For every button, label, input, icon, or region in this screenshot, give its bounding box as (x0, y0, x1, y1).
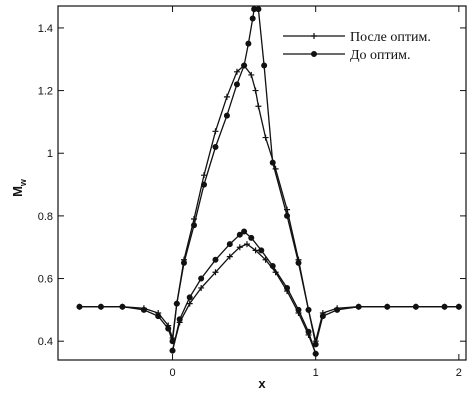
series-2-upper-point (269, 159, 276, 166)
series-2-lower-point (236, 231, 243, 238)
series-1-lower-point (186, 300, 193, 307)
series-2-lower-point (269, 263, 276, 270)
series-2-upper-point (284, 212, 291, 219)
y-axis-label: Mw (10, 178, 28, 197)
series-1-upper-point (201, 172, 208, 179)
series-2-upper-point (223, 112, 230, 119)
series-2-upper-point (455, 303, 462, 310)
series-1-upper-point (252, 87, 259, 94)
series-2-lower-point (305, 328, 312, 335)
x-tick-label: 2 (456, 367, 462, 379)
series-2-lower-point (169, 347, 176, 354)
series-1-upper-line (79, 64, 459, 342)
legend-label: После оптим. (350, 30, 431, 45)
series-2-lower-point (241, 228, 248, 235)
series-2-lower-point (176, 316, 183, 323)
series-2-lower-point (226, 241, 233, 248)
series-1-upper-point (255, 103, 262, 110)
series-2-upper-point (295, 259, 302, 266)
x-tick-label: 1 (313, 367, 319, 379)
series-2-upper-point (190, 222, 197, 229)
y-tick-label: 0.6 (38, 274, 53, 286)
series-1-lower-line (171, 243, 317, 354)
y-axis-label-subscript: w (18, 178, 28, 187)
y-tick-label: 1.4 (38, 23, 53, 35)
legend-marker (310, 51, 317, 58)
series-1 (76, 62, 462, 357)
legend-label: До оптим. (350, 48, 411, 63)
series-1-upper-point (262, 134, 269, 141)
series-2-upper-point (165, 325, 172, 332)
legend: После оптим. До оптим. (283, 30, 431, 63)
series-1-upper-point (212, 128, 219, 135)
series-2-upper-point (255, 6, 262, 13)
y-tick-label: 0.4 (38, 336, 53, 348)
series-2-upper-point (261, 62, 268, 69)
series-1-lower-point (252, 247, 259, 254)
series-1-upper-point (233, 68, 240, 75)
series-2-upper-point (319, 313, 326, 320)
legend-marker (311, 33, 317, 39)
tick-group: 0.4 0.6 0.8 1 1.2 1.4 0 1 2 (38, 6, 466, 379)
series-2-upper-point (155, 313, 162, 320)
series-1-lower-point (226, 253, 233, 260)
series-2-upper-point (441, 303, 448, 310)
series-2-lower-point (198, 275, 205, 282)
series-2-lower-point (312, 350, 319, 357)
series-2-upper-point (140, 306, 147, 313)
series-1-lower-point (212, 269, 219, 276)
chart-frame (57, 5, 467, 361)
x-axis-label: x (258, 376, 266, 391)
series-2-upper-point (212, 143, 219, 150)
y-tick-label: 1 (47, 148, 53, 160)
series-layer (76, 6, 462, 357)
series-2-upper-point (249, 15, 256, 22)
series-1-lower-point (243, 241, 250, 248)
series-2-upper-point (241, 62, 248, 69)
y-tick-label: 0.8 (38, 211, 53, 223)
series-2-upper-point (97, 303, 104, 310)
series-2-upper-point (173, 300, 180, 307)
series-1-lower-point (198, 284, 205, 291)
series-2-upper-point (334, 306, 341, 313)
series-2-lower-point (295, 306, 302, 313)
series-2-upper-point (180, 259, 187, 266)
series-2 (76, 6, 462, 357)
series-2-upper-point (355, 303, 362, 310)
series-2-upper-point (119, 303, 126, 310)
series-2-upper-point (305, 306, 312, 313)
series-2-upper-point (233, 81, 240, 88)
series-2-lower-point (258, 247, 265, 254)
x-tick-label: 0 (169, 367, 175, 379)
y-tick-label: 1.2 (38, 86, 53, 98)
series-2-lower-point (186, 294, 193, 301)
series-2-upper-point (76, 303, 83, 310)
series-2-lower-point (212, 256, 219, 263)
series-2-lower-point (284, 284, 291, 291)
series-1-upper-point (248, 71, 255, 78)
series-2-upper-point (412, 303, 419, 310)
series-1-lower-point (236, 244, 243, 251)
svg-text:Mw: Mw (10, 178, 28, 197)
series-2-upper-point (201, 181, 208, 188)
series-2-upper-point (245, 40, 252, 47)
series-2-lower-point (248, 234, 255, 241)
series-2-upper-point (384, 303, 391, 310)
series-2-lower-line (171, 230, 317, 354)
y-axis-label-main: M (10, 186, 25, 197)
series-1-upper-point (223, 93, 230, 100)
